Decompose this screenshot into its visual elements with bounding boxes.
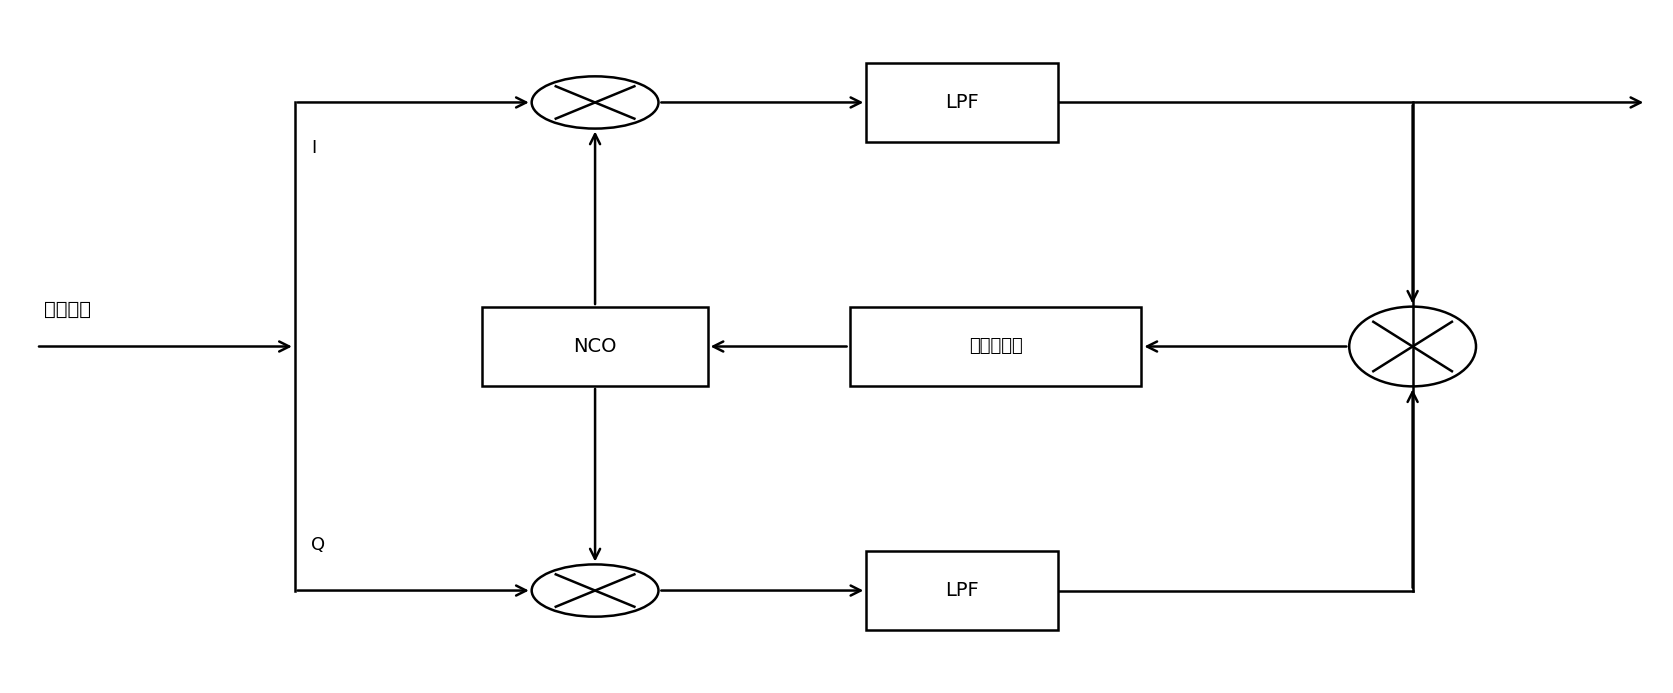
- Bar: [865, 63, 1057, 142]
- Bar: [865, 551, 1057, 630]
- Text: LPF: LPF: [945, 93, 979, 112]
- Bar: [848, 307, 1141, 386]
- Text: 环路滤波器: 环路滤波器: [969, 337, 1022, 356]
- Text: 载波信号: 载波信号: [45, 300, 92, 319]
- Text: LPF: LPF: [945, 581, 979, 600]
- Bar: [482, 307, 708, 386]
- Text: Q: Q: [311, 536, 325, 554]
- Text: I: I: [311, 139, 316, 157]
- Text: NCO: NCO: [572, 337, 616, 356]
